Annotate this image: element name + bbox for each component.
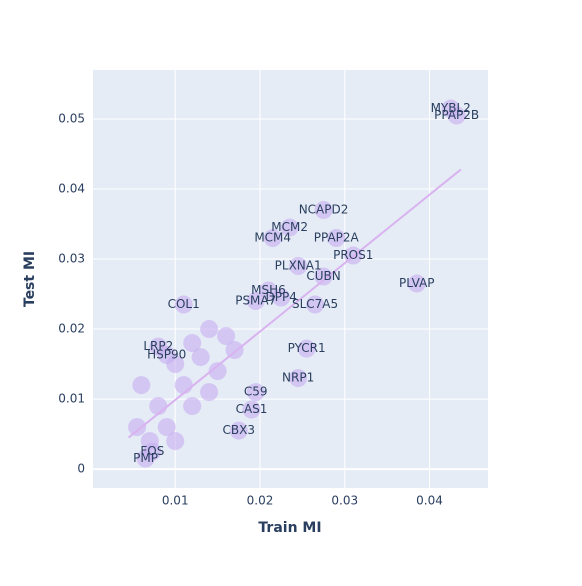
- y-tick-label: 0.05: [58, 112, 85, 126]
- point: [263, 229, 282, 248]
- trend-line: [127, 168, 462, 439]
- point: [289, 369, 308, 388]
- point-label: CBX3: [223, 423, 255, 437]
- point: [166, 355, 185, 374]
- point-label: LRP2: [143, 339, 173, 353]
- point-label: PROS1: [333, 248, 373, 262]
- point-label: COL1: [168, 297, 200, 311]
- point: [289, 257, 308, 276]
- point-label: CAS1: [236, 402, 268, 416]
- point: [327, 229, 346, 248]
- point: [183, 397, 202, 416]
- point-label: MCM2: [271, 220, 308, 234]
- point: [242, 400, 261, 419]
- point: [314, 267, 333, 286]
- y-tick-label: 0.04: [58, 182, 85, 196]
- x-tick-label: 0.04: [416, 494, 443, 508]
- point-label: PSMA7: [235, 294, 276, 308]
- y-tick-label: 0.01: [58, 392, 85, 406]
- point: [306, 295, 325, 314]
- point-label: PLXNA1: [275, 259, 322, 273]
- point-label: NCAPD2: [299, 203, 349, 217]
- point: [200, 320, 219, 339]
- point-label: PPAP2B: [434, 108, 479, 122]
- point: [200, 383, 219, 402]
- point-label: PYCR1: [288, 341, 326, 355]
- point: [297, 339, 316, 358]
- point-label: PMP: [133, 451, 158, 465]
- point-label: DPP4: [265, 290, 296, 304]
- point: [157, 418, 176, 437]
- point-label: MYBL2: [431, 101, 471, 115]
- point-label: PPAP2A: [314, 231, 360, 245]
- point: [174, 295, 193, 314]
- point: [166, 432, 185, 451]
- y-tick-label: 0.02: [58, 322, 85, 336]
- point-label: MCM4: [254, 231, 291, 245]
- point-label: CUBN: [306, 269, 340, 283]
- point-label: FOS: [140, 444, 164, 458]
- point: [140, 432, 159, 451]
- x-tick-label: 0.01: [162, 494, 189, 508]
- y-axis-title: Test MI: [22, 251, 38, 307]
- x-axis-title: Train MI: [258, 520, 321, 536]
- point-label: SLC7A5: [292, 297, 338, 311]
- point: [174, 376, 193, 395]
- point: [272, 288, 291, 307]
- point: [136, 449, 155, 468]
- x-tick-label: 0.02: [247, 494, 274, 508]
- point: [208, 362, 227, 381]
- point: [314, 201, 333, 220]
- point-label: PLVAP: [399, 276, 435, 290]
- point: [128, 418, 147, 437]
- x-tick-label: 0.03: [331, 494, 358, 508]
- point: [246, 383, 265, 402]
- point: [217, 327, 236, 346]
- point: [229, 421, 248, 440]
- point: [407, 274, 426, 293]
- y-tick-label: 0: [77, 462, 85, 476]
- point-label: MSH6: [251, 283, 286, 297]
- point: [132, 376, 151, 395]
- point-label: C59: [244, 385, 268, 399]
- point: [447, 106, 466, 125]
- point: [280, 218, 299, 237]
- point: [191, 348, 210, 367]
- point-label: NRP1: [282, 371, 314, 385]
- y-tick-label: 0.03: [58, 252, 85, 266]
- point: [246, 292, 265, 311]
- point: [183, 334, 202, 353]
- point-label: HSP90: [147, 347, 186, 361]
